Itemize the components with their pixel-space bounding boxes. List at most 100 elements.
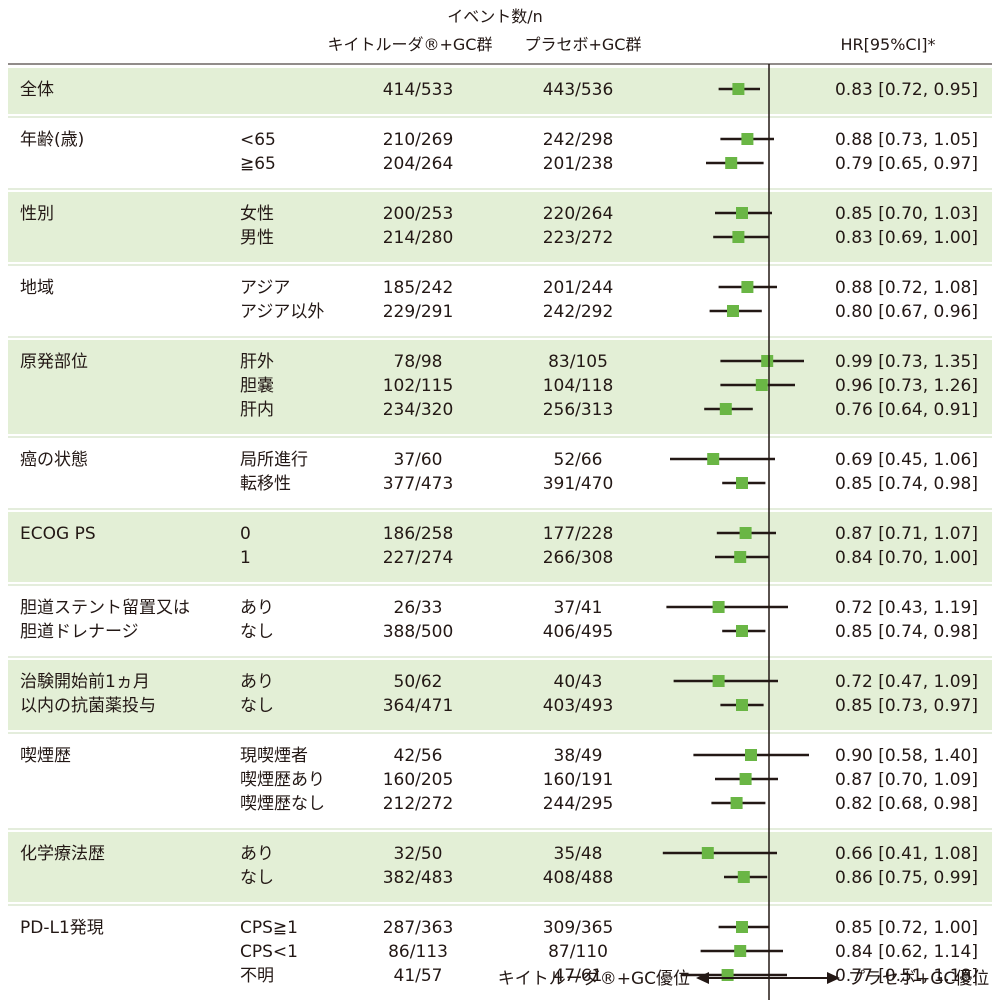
subgroup-label: 女性 [240,204,274,224]
subgroup-label: 0 [240,524,251,544]
favors-arrow-right-head [827,972,840,984]
arm2-events: 47/61 [554,966,603,986]
arm1-events: 212/272 [383,794,454,814]
arm2-events: 406/495 [543,622,614,642]
subgroup-label: 局所進行 [240,450,308,470]
subgroup-label: あり [240,844,274,864]
arm1-events: 26/33 [394,598,443,618]
subgroup-label: アジア [240,278,290,298]
hr-ci-text: 0.96 [0.73, 1.26] [835,376,978,396]
subgroup-label: あり [240,598,274,618]
hr-point [741,281,754,293]
arm2-events: 160/191 [543,770,614,790]
hr-point [712,601,725,613]
left-favors-label: キイトルーダ®+GC優位 [498,969,690,989]
hr-point [732,231,745,243]
group-label: 年齢(歳) [20,130,84,150]
arm2-events: 37/41 [554,598,603,618]
hr-ci-text: 0.72 [0.43, 1.19] [835,598,978,618]
arm1-events: 204/264 [383,154,454,174]
arm2-events: 443/536 [543,80,614,100]
events-header: イベント数/n [447,7,543,26]
arm2-events: 244/295 [543,794,614,814]
group-label: 性別 [20,204,54,224]
arm1-events: 364/471 [383,696,454,716]
hr-ci-text: 0.84 [0.62, 1.14] [835,942,978,962]
arm1-events: 37/60 [394,450,443,470]
favors-arrow-left-head [696,972,709,984]
arm1-events: 50/62 [394,672,443,692]
hr-point [725,157,738,169]
subgroup-label: 肝外 [240,352,274,372]
hr-point [736,921,748,933]
subgroup-label: 喫煙歴あり [240,770,325,790]
group-band [8,340,992,434]
arm1-events: 377/473 [383,474,454,494]
arm1-events: 214/280 [383,228,454,248]
subgroup-label: ≧65 [240,154,276,174]
subgroup-label: 喫煙歴なし [240,794,325,814]
hr-point [701,847,714,859]
group-band [8,68,992,114]
hr-ci-text: 0.99 [0.73, 1.35] [835,352,978,372]
arm2-events: 309/365 [543,918,614,938]
arm1-events: 42/56 [394,746,443,766]
hr-point [721,969,734,981]
group-label: ECOG PS [20,524,96,544]
arm2-events: 242/292 [543,302,614,322]
hr-point [719,403,732,415]
group-band [8,512,992,582]
subgroup-label: なし [240,622,274,642]
hr-ci-text: 0.76 [0.64, 0.91] [835,400,978,420]
hr-point [737,871,750,883]
hr-ci-text: 0.69 [0.45, 1.06] [835,450,978,470]
arm1-events: 86/113 [388,942,448,962]
arm1-events: 41/57 [394,966,443,986]
arm2-header: プラセボ+GC群 [525,35,642,54]
group-label-line2: 以内の抗菌薬投与 [20,696,156,716]
subgroup-label: アジア以外 [240,302,324,322]
hr-point [734,945,747,957]
subgroup-label: 1 [240,548,251,568]
hr-ci-text: 0.79 [0.65, 0.97] [835,154,978,174]
subgroup-label: 男性 [240,228,274,248]
subgroup-label: 肝内 [240,400,274,420]
group-band [8,192,992,262]
arm1-events: 102/115 [383,376,454,396]
arm2-events: 104/118 [543,376,614,396]
group-label-line2: 胆道ドレナージ [20,622,139,642]
arm2-events: 201/244 [543,278,614,298]
arm2-events: 83/105 [548,352,608,372]
hr-ci-text: 0.77 [0.51, 1.18] [835,966,978,986]
hr-header: HR[95%CI]* [840,35,935,54]
group-label: 喫煙歴 [20,746,71,766]
subgroup-label: なし [240,868,274,888]
subgroup-label: あり [240,672,274,692]
arm2-events: 52/66 [554,450,603,470]
hr-ci-text: 0.90 [0.58, 1.40] [835,746,978,766]
hr-point [741,133,754,145]
arm2-events: 408/488 [543,868,614,888]
hr-ci-text: 0.85 [0.74, 0.98] [835,474,978,494]
arm1-header: キイトルーダ®+GC群 [328,35,493,54]
arm1-events: 229/291 [383,302,454,322]
arm2-events: 40/43 [554,672,603,692]
arm1-events: 186/258 [383,524,454,544]
hr-point [736,207,748,219]
arm2-events: 403/493 [543,696,614,716]
arm2-events: 38/49 [554,746,603,766]
arm2-events: 242/298 [543,130,614,150]
hr-ci-text: 0.84 [0.70, 1.00] [835,548,978,568]
group-band [8,660,992,730]
group-band [8,832,992,902]
hr-point [745,749,757,761]
table-rows: 全体 414/533 443/536 0.83 [0.72, 0.95] 年齢(歳) <6… [20,80,978,986]
subgroup-label: CPS<1 [240,942,298,962]
arm2-events: 223/272 [543,228,614,248]
group-label: 原発部位 [20,352,88,372]
group-label: 癌の状態 [20,450,88,470]
hr-point [734,551,747,563]
arm2-events: 266/308 [543,548,614,568]
arm1-events: 32/50 [394,844,443,864]
